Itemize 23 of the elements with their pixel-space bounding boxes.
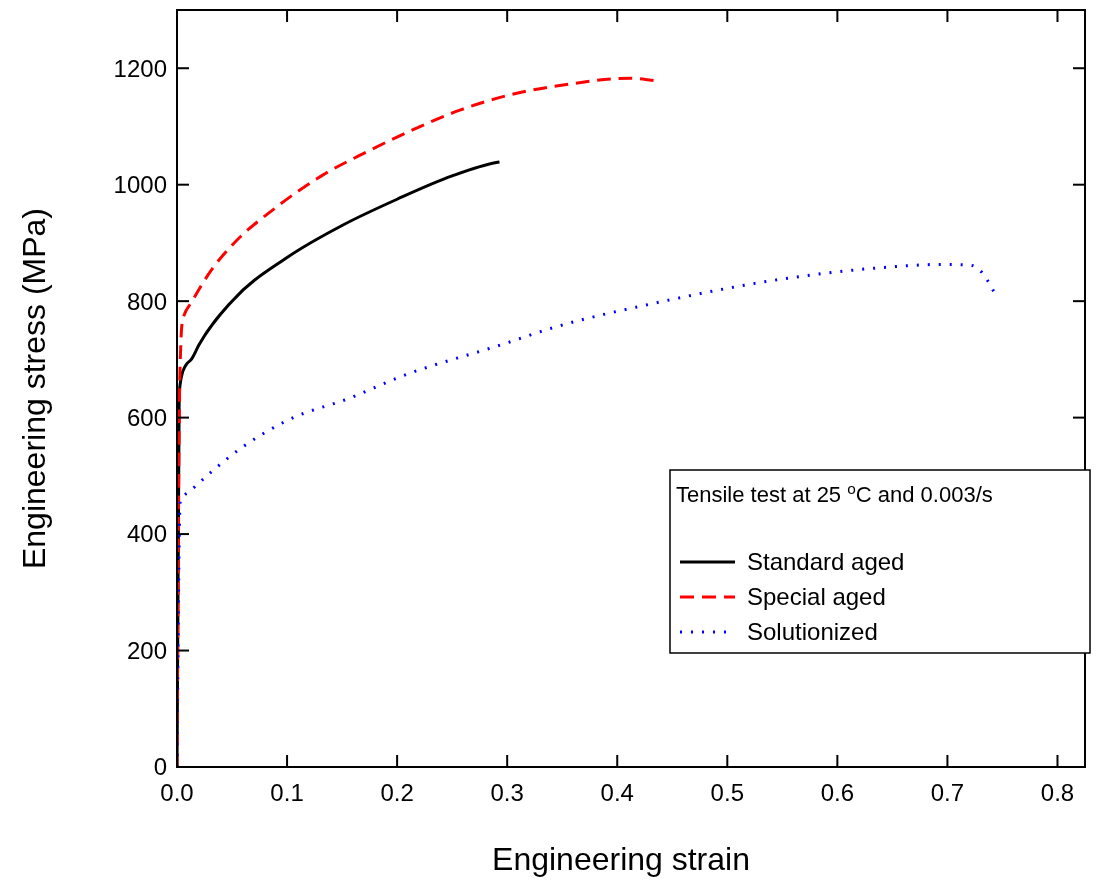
y-tick-label: 1000 bbox=[113, 171, 167, 199]
x-tick-label: 0.7 bbox=[930, 779, 965, 806]
y-tick-label: 600 bbox=[126, 404, 167, 432]
x-tick-label: 0.5 bbox=[710, 779, 744, 806]
x-tick-label: 0.3 bbox=[490, 779, 524, 806]
x-tick-label: 0.8 bbox=[1040, 779, 1075, 806]
y-tick-label: 800 bbox=[126, 287, 167, 315]
x-axis-title: Engineering strain bbox=[492, 841, 750, 877]
x-tick-label: 0.0 bbox=[160, 779, 194, 806]
x-tick-label: 0.2 bbox=[380, 779, 414, 806]
y-tick-label: 0 bbox=[153, 753, 167, 781]
y-axis-title: Engineering stress (MPa) bbox=[16, 207, 52, 570]
y-tick-label: 1200 bbox=[113, 54, 167, 82]
y-tick-label: 400 bbox=[126, 520, 167, 548]
y-tick-label: 200 bbox=[126, 636, 167, 664]
x-tick-label: 0.4 bbox=[600, 779, 634, 806]
legend-title: Tensile test at 25 $^{o}$C and 0.003/s bbox=[676, 479, 993, 507]
x-tick-label: 0.1 bbox=[270, 779, 304, 806]
legend-label: Solutionized bbox=[747, 618, 878, 646]
line-series bbox=[177, 262, 996, 767]
legend-label: Special aged bbox=[747, 583, 886, 611]
legend-label: Standard aged bbox=[747, 548, 905, 576]
x-tick-label: 0.6 bbox=[820, 779, 855, 806]
